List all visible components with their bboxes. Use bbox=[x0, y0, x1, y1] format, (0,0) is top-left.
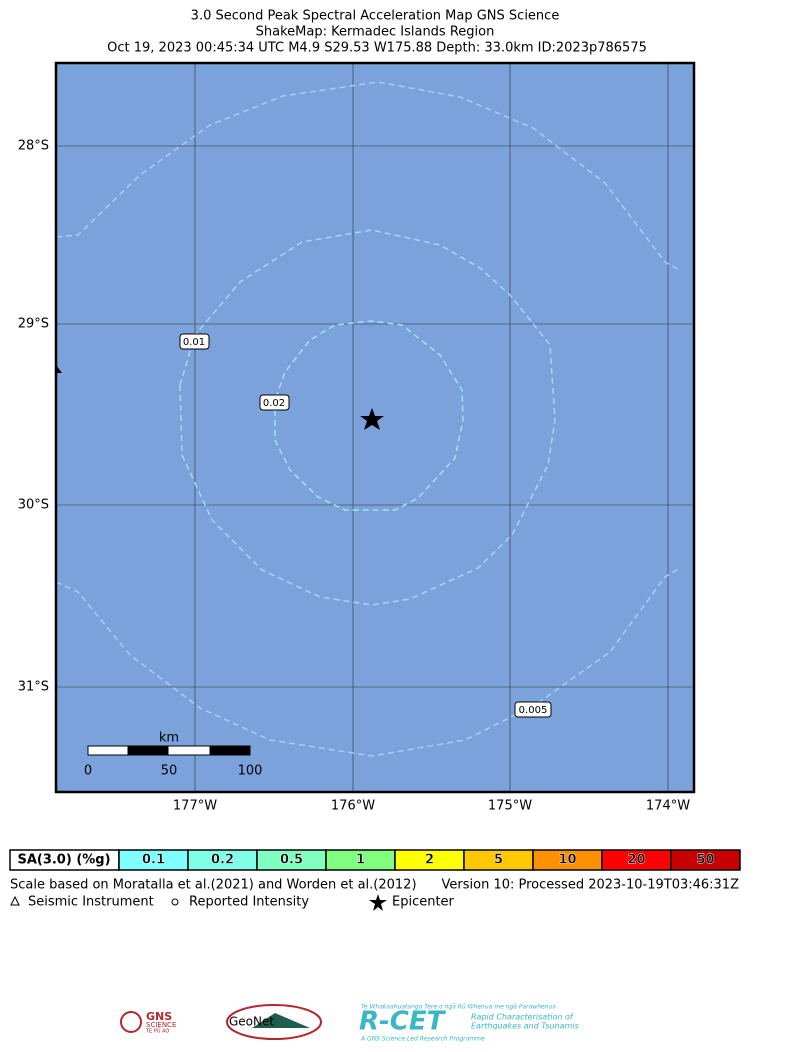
lon-label: 177°W bbox=[173, 799, 217, 814]
contour-label: 0.01 bbox=[183, 337, 205, 348]
gns-logo: GNS SCIENCE TE PŪ AO bbox=[120, 1010, 176, 1035]
epicenter-label: Epicenter bbox=[392, 895, 455, 910]
contour bbox=[179, 229, 556, 606]
intensity-symbol bbox=[171, 898, 179, 906]
geonet-ring bbox=[226, 1004, 322, 1040]
lon-label: 175°W bbox=[488, 799, 532, 814]
lat-label: 31°S bbox=[18, 680, 49, 695]
colorbar-label: 10 bbox=[558, 853, 576, 868]
subtitle: ShakeMap: Kermadec Islands Region bbox=[256, 25, 495, 40]
lat-label: 29°S bbox=[18, 317, 49, 332]
lon-label: 174°W bbox=[646, 799, 690, 814]
contour-label-box bbox=[179, 333, 210, 350]
colorbar-label: 0.5 bbox=[280, 853, 303, 868]
instrument-symbol bbox=[10, 895, 20, 906]
rcet-name: R-CET bbox=[359, 1007, 447, 1037]
scale-segment bbox=[87, 745, 129, 756]
contour bbox=[274, 320, 464, 511]
rcet-logo: Te Whakaahuatanga Tere o ngā Rū Whenua m… bbox=[359, 1004, 579, 1043]
lat-label: 28°S bbox=[18, 139, 49, 154]
contour-label-box bbox=[514, 701, 552, 718]
colorbar-label: 2 bbox=[425, 853, 434, 868]
scale-segment bbox=[167, 745, 211, 756]
gns-name: GNS bbox=[146, 1010, 172, 1023]
lat-label: 30°S bbox=[18, 498, 49, 513]
map-frame bbox=[54, 61, 696, 794]
rcet-maori: Te Whakaahuatanga Tere o ngā Rū Whenua m… bbox=[361, 1004, 556, 1011]
contour bbox=[55, 567, 681, 757]
ocean bbox=[56, 63, 694, 792]
colorbar-cell bbox=[670, 849, 741, 871]
map: 0.01 0.02 0.005 km 0 50 100 bbox=[54, 61, 696, 794]
event-info: Oct 19, 2023 00:45:34 UTC M4.9 S29.53 W1… bbox=[107, 41, 647, 56]
lon-label: 176°W bbox=[331, 799, 375, 814]
colorbar-label: 0.1 bbox=[142, 853, 165, 868]
rcet-line: Rapid Characterisation of bbox=[471, 1013, 574, 1022]
colorbar-label: 5 bbox=[494, 853, 503, 868]
colorbar-label: 0.2 bbox=[211, 853, 234, 868]
scale-tick: 100 bbox=[238, 764, 263, 779]
contour-label: 0.02 bbox=[263, 398, 285, 409]
intensity-label: Reported Intensity bbox=[189, 895, 309, 910]
instrument-label: Seismic Instrument bbox=[28, 895, 154, 910]
scale-tick: 50 bbox=[161, 764, 178, 779]
scale-segment bbox=[127, 745, 169, 756]
scale-segment bbox=[209, 745, 251, 756]
gns-mark bbox=[120, 1011, 142, 1033]
epicenter-symbol bbox=[369, 894, 387, 911]
contour bbox=[55, 81, 681, 271]
geonet-mountain bbox=[252, 1013, 310, 1028]
colorbar: SA(3.0) (%g) 0.1 0.2 0.5 1 2 5 10 20 50 bbox=[9, 849, 741, 871]
rcet-footer: A GNS Science Led Research Programme bbox=[360, 1036, 485, 1043]
scale-basis: Scale based on Moratalla et al.(2021) an… bbox=[10, 878, 417, 893]
gns-maori: TE PŪ AO bbox=[145, 1028, 169, 1035]
scale-unit: km bbox=[159, 731, 179, 746]
contour-label-box bbox=[259, 394, 290, 411]
colorbar-label: 20 bbox=[627, 853, 645, 868]
version: Version 10: Processed 2023-10-19T03:46:3… bbox=[442, 878, 740, 893]
scale-tick: 0 bbox=[84, 764, 92, 779]
contour-label: 0.005 bbox=[519, 705, 548, 716]
epicenter bbox=[360, 408, 384, 430]
scale-bar: km 0 50 100 bbox=[84, 731, 263, 779]
title: 3.0 Second Peak Spectral Acceleration Ma… bbox=[191, 9, 560, 24]
station-edge bbox=[56, 365, 62, 373]
geonet-logo: GeoNet bbox=[226, 1004, 322, 1040]
colorbar-label: 50 bbox=[696, 853, 714, 868]
geonet-name: GeoNet bbox=[229, 1015, 274, 1029]
colorbar-label: 1 bbox=[356, 853, 365, 868]
colorbar-title: SA(3.0) (%g) bbox=[17, 853, 110, 868]
gns-sub: SCIENCE bbox=[146, 1021, 176, 1029]
rcet-line: Earthquakes and Tsunamis bbox=[471, 1022, 579, 1031]
